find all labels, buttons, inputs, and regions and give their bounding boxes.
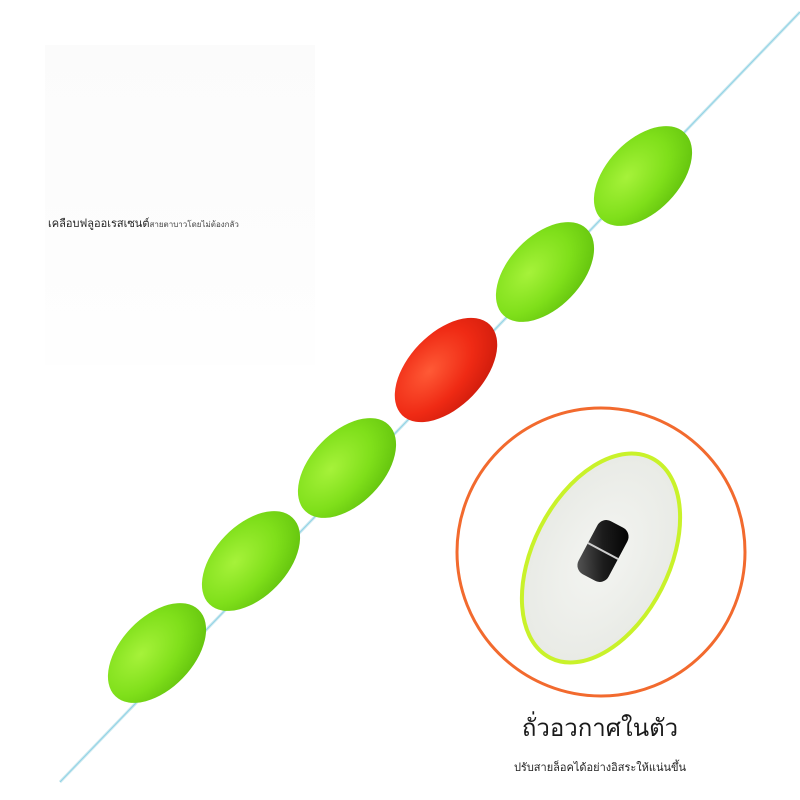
float-green-4 bbox=[201, 511, 301, 611]
float-green-2 bbox=[495, 222, 595, 322]
float-green-1 bbox=[593, 126, 693, 226]
float-green-5 bbox=[107, 603, 207, 703]
feature-caption: เคลือบฟลูออเรสเซนต์สายตาบาวโดยไม่ต้องกลั… bbox=[48, 214, 239, 232]
float-green-3 bbox=[297, 418, 397, 518]
rubber-stopper-icon bbox=[577, 520, 629, 582]
caption-primary: เคลือบฟลูออเรสเซนต์ bbox=[48, 217, 150, 230]
float-red bbox=[394, 317, 498, 423]
detail-title: ถั่วอวกาศในตัว bbox=[521, 714, 679, 742]
detail-subtitle: ปรับสายล็อคได้อย่างอิสระให้แน่นขึ้น bbox=[513, 761, 687, 774]
caption-secondary: สายตาบาวโดยไม่ต้องกลัว bbox=[149, 220, 239, 229]
background-panel bbox=[45, 45, 315, 365]
detail-circle bbox=[455, 406, 747, 698]
